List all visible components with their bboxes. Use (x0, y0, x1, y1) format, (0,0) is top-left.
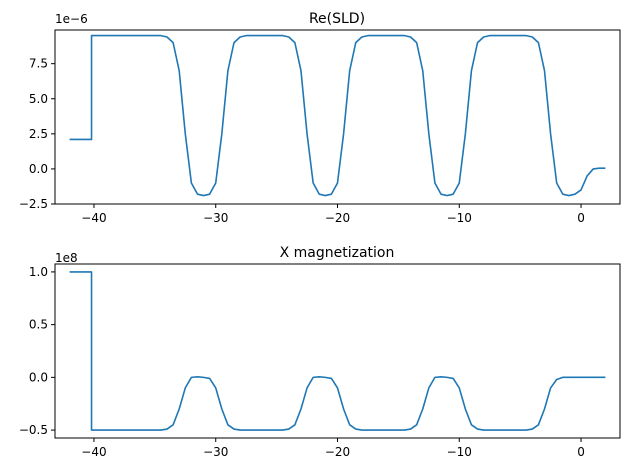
x-tick-label: −40 (81, 445, 106, 459)
chart-title: X magnetization (280, 245, 395, 261)
y-tick-label: 0.5 (29, 318, 48, 332)
y-tick-label: 0.0 (29, 370, 48, 384)
x-tick-label: −40 (81, 211, 106, 225)
y-offset-text: 1e−6 (55, 12, 88, 26)
y-tick-label: 7.5 (29, 57, 48, 71)
x-tick-label: −20 (325, 211, 350, 225)
x-tick-label: −30 (203, 445, 228, 459)
series-line (69, 34, 606, 197)
x-tick-label: 0 (577, 445, 585, 459)
y-axis: −2.5 0.0 2.5 5.0 7.5 (19, 57, 55, 211)
y-axis: −0.5 0.0 0.5 1.0 (19, 265, 55, 437)
x-tick-label: −10 (447, 211, 472, 225)
chart-panel-re-sld: Re(SLD) 1e−6 −40 −30 −20 −10 0 −2.5 0.0 2.5 5.0… (19, 11, 621, 225)
y-tick-label: 5.0 (29, 92, 48, 106)
x-tick-label: 0 (577, 211, 585, 225)
series-line (69, 271, 606, 431)
y-offset-text: 1e8 (55, 251, 78, 265)
y-tick-label: −2.5 (19, 197, 48, 211)
y-tick-label: −0.5 (19, 423, 48, 437)
y-tick-label: 0.0 (29, 162, 48, 176)
chart-panel-x-magnetization: X magnetization 1e8 −40 −30 −20 −10 0 −0.5 0.… (19, 245, 621, 459)
y-tick-label: 2.5 (29, 127, 48, 141)
x-tick-label: −10 (447, 445, 472, 459)
chart-title: Re(SLD) (309, 11, 365, 27)
y-tick-label: 1.0 (29, 265, 48, 279)
x-axis: −40 −30 −20 −10 0 (81, 438, 585, 459)
plot-frame (54, 263, 621, 439)
x-tick-label: −30 (203, 211, 228, 225)
x-tick-label: −20 (325, 445, 350, 459)
x-axis: −40 −30 −20 −10 0 (81, 204, 585, 225)
